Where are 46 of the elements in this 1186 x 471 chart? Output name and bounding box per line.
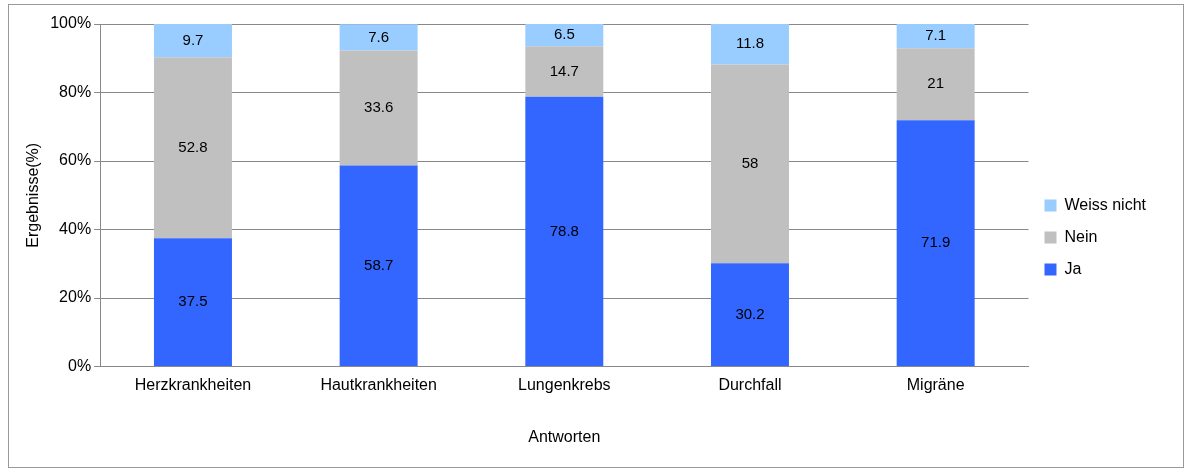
x-tick-label: Herzkrankheiten <box>134 375 252 393</box>
bar <box>339 24 418 51</box>
bar <box>339 165 418 367</box>
bar <box>710 263 789 367</box>
data-label: 58.7 <box>364 255 394 273</box>
x-tick-label: Migräne <box>906 375 965 393</box>
legend-label: Nein <box>1064 227 1098 245</box>
data-label: 11.8 <box>735 34 765 52</box>
y-tick-label: 80% <box>59 82 92 100</box>
data-label: 21 <box>927 74 944 92</box>
bar <box>710 24 789 65</box>
bar <box>896 120 975 367</box>
data-label: 7.6 <box>368 27 390 45</box>
y-tick-label: 0% <box>68 357 92 375</box>
data-label: 30.2 <box>735 304 765 322</box>
bar <box>153 238 232 367</box>
bar <box>896 24 975 49</box>
data-label: 52.8 <box>178 137 208 155</box>
data-label: 9.7 <box>182 30 204 48</box>
data-label: 78.8 <box>549 221 579 239</box>
bar <box>710 64 789 264</box>
legend-label: Ja <box>1064 259 1082 277</box>
y-tick-label: 40% <box>59 219 92 237</box>
y-axis-title: Ergebnisse(%) <box>24 142 42 248</box>
y-tick-label: 20% <box>59 288 92 306</box>
bar <box>525 96 604 367</box>
x-tick-label: Hautkrankheiten <box>320 375 437 393</box>
x-tick-label: Durchfall <box>718 375 782 393</box>
bar <box>153 57 232 239</box>
data-label: 58 <box>741 153 759 171</box>
data-label: 7.1 <box>925 26 947 44</box>
y-tick-label: 100% <box>50 14 92 32</box>
bar <box>153 24 232 58</box>
x-tick-label: Lungenkrebs <box>518 375 611 393</box>
data-label: 6.5 <box>553 25 575 43</box>
bar <box>896 48 975 121</box>
data-label: 14.7 <box>549 61 579 79</box>
y-tick-label: 60% <box>59 151 92 169</box>
data-label: 37.5 <box>178 292 208 310</box>
x-axis-title: Antworten <box>528 427 601 445</box>
data-label: 33.6 <box>364 98 394 116</box>
legend-label: Weiss nicht <box>1064 195 1147 213</box>
bar <box>525 46 604 97</box>
bar <box>339 50 418 166</box>
bar <box>525 24 604 47</box>
data-label: 71.9 <box>921 233 951 251</box>
